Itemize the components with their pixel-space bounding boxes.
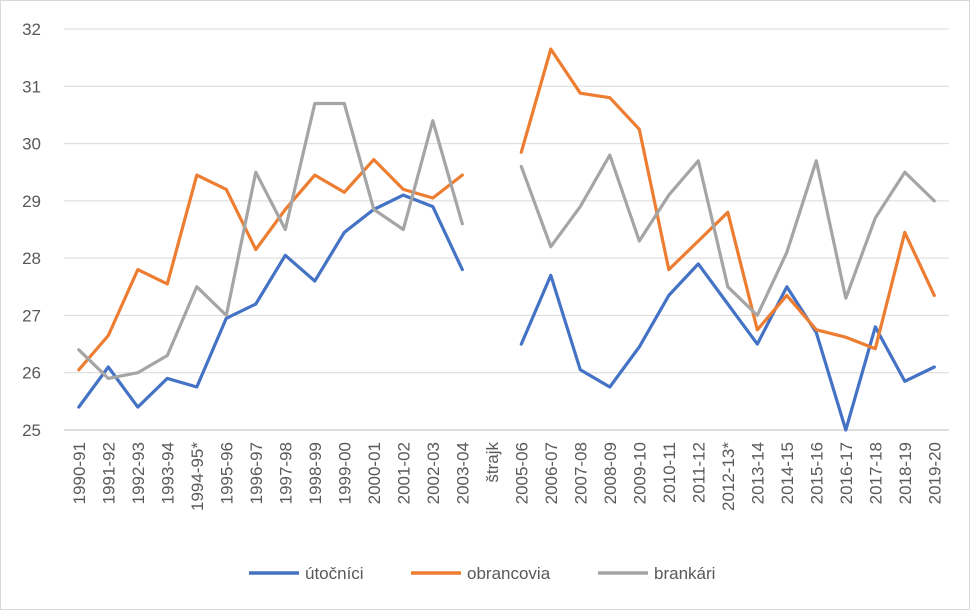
x-tick-label: 2016-17	[837, 442, 856, 504]
x-tick-label: 2005-06	[512, 442, 531, 504]
x-tick-label: 2006-07	[542, 442, 561, 504]
x-tick-label: 2009-10	[630, 442, 649, 504]
x-tick-label: 1999-00	[335, 442, 354, 504]
x-tick-label: 1998-99	[306, 442, 325, 504]
legend-label: obrancovia	[467, 564, 551, 583]
y-tick-label: 27	[22, 306, 41, 325]
series-line	[519, 47, 936, 351]
x-tick-label: 2018-19	[896, 442, 915, 504]
series-lines	[77, 47, 936, 432]
x-tick-label: 2015-16	[807, 442, 826, 504]
x-tick-label: 1991-92	[99, 442, 118, 504]
series-line	[519, 153, 936, 317]
x-tick-label: 2001-02	[394, 442, 413, 504]
x-tick-label: 2012-13*	[719, 442, 738, 511]
y-tick-label: 31	[22, 77, 41, 96]
y-tick-label: 25	[22, 421, 41, 440]
y-tick-label: 32	[22, 20, 41, 39]
x-tick-label: 2013-14	[748, 442, 767, 504]
x-tick-label: 2014-15	[778, 442, 797, 504]
y-tick-label: 28	[22, 249, 41, 268]
series-line	[519, 262, 936, 432]
x-tick-label: štrajk	[483, 442, 502, 483]
series-2	[77, 101, 936, 380]
legend-label: brankári	[654, 564, 715, 583]
x-tick-label: 1994-95*	[188, 442, 207, 511]
x-tick-label: 1996-97	[247, 442, 266, 504]
series-line	[77, 158, 464, 372]
x-tick-label: 1992-93	[129, 442, 148, 504]
x-tick-label: 2003-04	[453, 442, 472, 504]
x-tick-label: 2007-08	[571, 442, 590, 504]
x-tick-label: 1997-98	[276, 442, 295, 504]
y-tick-label: 30	[22, 135, 41, 154]
gridlines	[64, 28, 949, 431]
series-line	[77, 101, 464, 380]
x-tick-label: 2002-03	[424, 442, 443, 504]
x-tick-label: 2011-12	[689, 442, 708, 503]
axes: 25 26 27 28 29 30 31 32 1990-91 1991-92 1992-93 199…	[22, 20, 949, 511]
y-tick-label: 26	[22, 364, 41, 383]
legend-label: útočníci	[305, 564, 364, 583]
legend: útočníci obrancovia brankári	[249, 564, 715, 583]
series-line	[77, 193, 464, 409]
series-0	[77, 193, 936, 432]
x-tick-label: 2019-20	[925, 442, 944, 504]
x-tick-label: 1990-91	[70, 442, 89, 504]
x-tick-label: 1993-94	[158, 442, 177, 504]
x-tick-label: 2000-01	[365, 442, 384, 504]
x-tick-label: 2017-18	[866, 442, 885, 504]
x-tick-label: 2010-11	[660, 442, 679, 503]
x-tick-label: 1995-96	[217, 442, 236, 504]
x-tick-label: 2008-09	[601, 442, 620, 504]
series-1	[77, 47, 936, 372]
y-tick-label: 29	[22, 192, 41, 211]
